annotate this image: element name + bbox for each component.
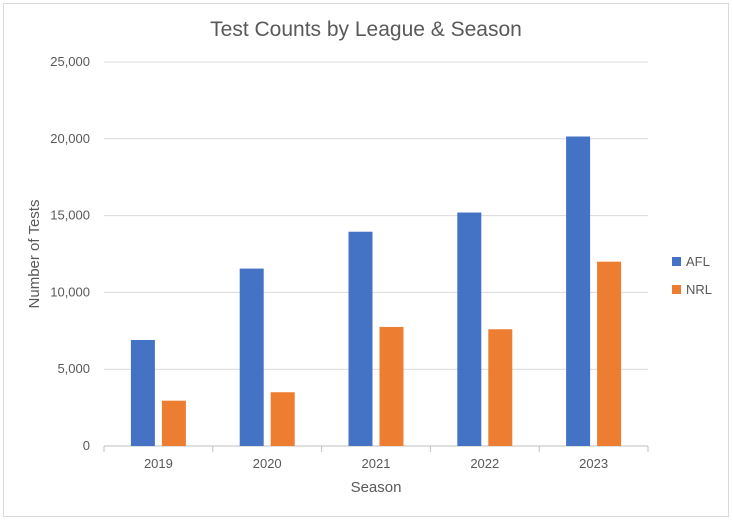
legend: AFL NRL — [672, 254, 712, 297]
bar-afl-2019 — [130, 340, 155, 446]
x-tick-label: 2019 — [144, 456, 173, 471]
bar-afl-2020 — [239, 268, 264, 446]
y-tick-label: 5,000 — [57, 361, 90, 376]
x-tick-label: 2023 — [579, 456, 608, 471]
gridlines — [104, 61, 648, 370]
bar-afl-2021 — [348, 231, 373, 446]
y-tick-label: 25,000 — [50, 54, 90, 69]
bars — [130, 136, 622, 446]
bar-nrl-2021 — [379, 326, 404, 446]
x-tick-label: 2022 — [470, 456, 499, 471]
legend-swatch-afl — [672, 257, 681, 266]
y-axis-title: Number of Tests — [26, 200, 43, 309]
bar-afl-2023 — [566, 136, 591, 446]
bar-nrl-2023 — [597, 261, 622, 446]
x-tick-label: 2021 — [362, 456, 391, 471]
x-axis-title: Season — [351, 479, 402, 496]
legend-label-nrl: NRL — [686, 282, 712, 297]
y-tick-label: 0 — [83, 438, 90, 453]
y-axis: 0 5,000 10,000 15,000 20,000 25,000 — [50, 54, 90, 453]
y-tick-label: 20,000 — [50, 131, 90, 146]
y-tick-label: 10,000 — [50, 284, 90, 299]
bar-nrl-2022 — [488, 329, 513, 446]
x-tick-label: 2020 — [253, 456, 282, 471]
chart-title: Test Counts by League & Season — [210, 18, 522, 41]
legend-label-afl: AFL — [686, 254, 710, 269]
legend-swatch-nrl — [672, 285, 681, 294]
bar-afl-2022 — [457, 212, 482, 446]
bar-nrl-2019 — [161, 400, 186, 446]
y-tick-label: 15,000 — [50, 208, 90, 223]
x-axis: 2019 2020 2021 2022 2023 — [103, 445, 649, 471]
bar-nrl-2020 — [270, 392, 295, 446]
